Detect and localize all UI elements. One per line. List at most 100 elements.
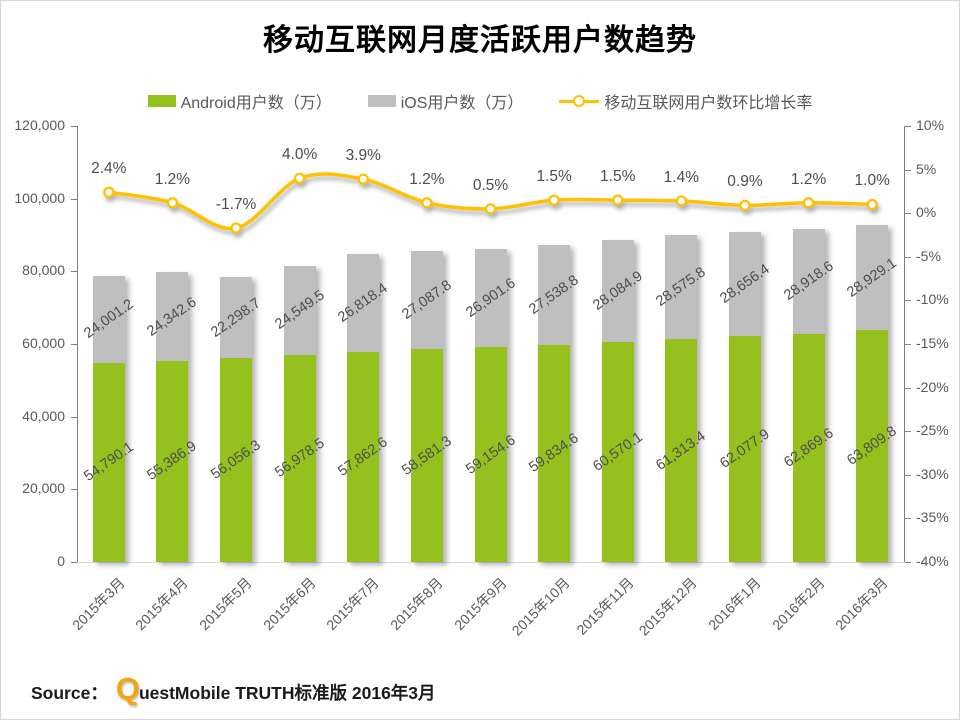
growth-point-marker [675, 195, 687, 207]
category-label: 2016年2月 [768, 574, 828, 634]
ios-swatch-icon [367, 95, 396, 107]
growth-point-marker [294, 172, 306, 184]
android-bar-segment [410, 349, 443, 562]
growth-point-label: 2.4% [91, 160, 127, 178]
right-axis-tick [905, 518, 911, 520]
right-axis-tick [905, 431, 911, 433]
bottom-axis-line [77, 562, 905, 563]
chart-title: 移动互联网月度活跃用户数趋势 [263, 24, 697, 57]
growth-point-marker [357, 173, 369, 185]
category-label: 2015年8月 [386, 574, 446, 634]
right-axis-tick [905, 300, 911, 302]
left-axis-tick [71, 198, 77, 200]
bar-stack [856, 225, 889, 562]
android-bar-segment [538, 344, 571, 562]
category-label: 2015年12月 [635, 574, 701, 639]
left-axis-tick-label: 120,000 [14, 117, 65, 133]
android-bar-segment [856, 330, 889, 562]
android-bar-segment [601, 341, 634, 562]
right-axis-tick-label: -10% [916, 291, 949, 308]
left-axis-tick-label: 60,000 [22, 335, 65, 351]
left-axis-tick-label: 40,000 [22, 407, 65, 424]
source-line: Source： Q uestMobile TRUTH标准版 2016年3月 [31, 671, 436, 706]
right-axis-tick-label: -15% [916, 335, 949, 351]
android-bar-segment [347, 351, 380, 562]
ios-bar-segment [283, 265, 316, 355]
right-axis-line [904, 126, 905, 562]
android-bar-segment [665, 339, 698, 562]
growth-point-label: 1.4% [663, 168, 700, 186]
right-axis-tick-label: -35% [916, 509, 949, 526]
category-label: 2015年3月 [68, 574, 128, 634]
growth-point-label: 1.0% [854, 172, 890, 190]
questmobile-logo-icon: Q [115, 671, 140, 706]
growth-line-marker-icon [559, 95, 600, 107]
ios-bar-segment [538, 244, 571, 345]
growth-point-marker [739, 199, 751, 211]
right-axis-tick [905, 387, 911, 389]
legend-label-ios: iOS用户数（万） [400, 95, 524, 112]
bar-stack [792, 228, 825, 562]
left-axis-tick [71, 416, 77, 418]
left-axis-tick [71, 562, 77, 563]
left-axis-tick-label: 20,000 [22, 480, 65, 497]
growth-point-label: 0.9% [727, 173, 763, 191]
right-axis-tick [905, 562, 911, 563]
growth-point-label: 1.5% [536, 168, 572, 186]
right-axis-tick-label: -20% [916, 378, 949, 395]
left-axis-line [77, 126, 78, 562]
left-axis-tick [71, 344, 77, 345]
android-bar-segment [92, 362, 125, 562]
category-label: 2015年6月 [259, 574, 319, 634]
source-label: Source： [31, 683, 108, 703]
bar-stack [601, 239, 634, 562]
category-label: 2015年11月 [573, 574, 637, 638]
legend-item-android: Android用户数（万） [147, 89, 332, 113]
ios-bar-segment [856, 225, 889, 331]
growth-point-marker [230, 222, 242, 234]
right-axis-tick [905, 344, 911, 345]
right-axis-tick-label: -40% [916, 553, 949, 569]
bar-stack [538, 244, 571, 562]
right-axis-tick [905, 169, 911, 171]
growth-point-marker [484, 203, 497, 215]
growth-point-marker [166, 197, 179, 209]
growth-point-marker [103, 186, 115, 198]
growth-point-label: 3.9% [345, 147, 381, 165]
bar-stack [347, 254, 380, 562]
bar-stack [728, 232, 761, 562]
right-axis-tick [905, 126, 911, 127]
growth-point-label: 1.2% [790, 170, 827, 188]
growth-point-label: 4.0% [281, 146, 318, 164]
right-axis-tick-label: 0% [916, 204, 937, 221]
android-bar-segment [156, 360, 189, 562]
legend-item-ios: iOS用户数（万） [367, 89, 524, 113]
bar-stack [410, 250, 443, 562]
android-bar-segment [792, 333, 825, 562]
growth-point-marker [421, 197, 433, 209]
legend-item-growth: 移动互联网用户数环比增长率 [559, 89, 812, 113]
bar-stack [92, 275, 125, 562]
growth-point-marker [802, 197, 815, 209]
growth-point-label: -1.7% [215, 196, 257, 214]
growth-point-marker [866, 198, 878, 211]
right-axis-tick-label: -30% [916, 465, 949, 482]
ios-bar-segment [92, 275, 125, 363]
right-axis-tick-label: -5% [916, 247, 941, 264]
ios-bar-segment [474, 249, 507, 348]
left-axis-tick-label: 0 [57, 553, 65, 569]
category-label: 2016年3月 [832, 574, 891, 634]
right-axis-tick [905, 474, 911, 476]
right-axis-tick-label: 5% [916, 160, 937, 177]
growth-point-label: 1.2% [409, 170, 445, 188]
left-axis-tick [71, 271, 77, 273]
ios-bar-segment [792, 228, 825, 334]
left-axis-tick [71, 126, 77, 127]
category-label: 2015年7月 [323, 574, 382, 634]
left-axis-tick-label: 80,000 [22, 262, 65, 279]
ios-bar-segment [347, 254, 380, 352]
ios-bar-segment [410, 250, 443, 350]
ios-bar-segment [220, 277, 253, 359]
growth-point-label: 1.2% [154, 170, 191, 188]
